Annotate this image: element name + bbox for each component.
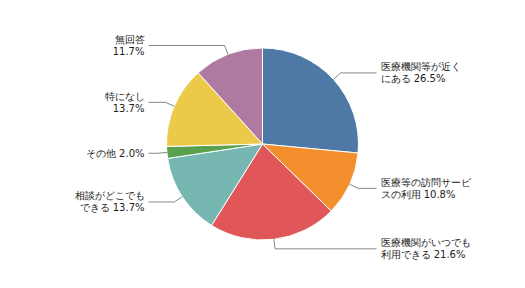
label-line: 13.7% xyxy=(113,103,145,114)
label-line: 医療等の訪問サービ xyxy=(381,177,472,188)
label-line: 11.7% xyxy=(113,46,145,57)
label-line: その他 2.0% xyxy=(86,148,145,159)
labels: 医療機関等が近くにある 26.5% 医療等の訪問サービスの利用 10.8% 医療機関… xyxy=(75,34,472,260)
label-line: 相談がどこでも xyxy=(75,190,145,201)
slice-label: 特になし13.7% xyxy=(105,91,145,114)
leader-line xyxy=(149,102,175,106)
leader-line xyxy=(334,73,377,79)
label-line: 無回答 xyxy=(115,34,145,45)
slice xyxy=(198,48,262,144)
leader-line xyxy=(149,152,167,154)
label-line: にある 26.5% xyxy=(381,73,446,84)
leader-line xyxy=(149,197,183,202)
slice-label: 無回答11.7% xyxy=(113,34,145,57)
label-line: 医療機関等が近く xyxy=(381,61,461,72)
leader-line xyxy=(149,45,229,54)
leader-line xyxy=(274,239,377,249)
plot: 医療機関等が近くにある 26.5% 医療等の訪問サービスの利用 10.8% 医療機関… xyxy=(75,34,472,260)
label-line: できる 13.7% xyxy=(80,202,145,213)
slice-label: その他 2.0% xyxy=(86,148,145,159)
label-line: 特になし xyxy=(105,91,145,102)
label-line: スの利用 10.8% xyxy=(381,189,456,200)
pie-chart: 医療機関等が近くにある 26.5% 医療等の訪問サービスの利用 10.8% 医療機関… xyxy=(0,0,525,288)
slice-label: 医療機関がいつでも利用できる 21.6% xyxy=(381,237,471,260)
leader-line xyxy=(350,184,377,188)
chart-container: 医療機関等が近くにある 26.5% 医療等の訪問サービスの利用 10.8% 医療機関… xyxy=(0,0,525,288)
slice-label: 医療機関等が近くにある 26.5% xyxy=(381,61,461,84)
slice-label: 医療等の訪問サービスの利用 10.8% xyxy=(381,177,472,200)
label-line: 利用できる 21.6% xyxy=(381,249,466,260)
label-line: 医療機関がいつでも xyxy=(381,237,471,248)
slice-label: 相談がどこでもできる 13.7% xyxy=(75,190,145,213)
slices xyxy=(166,48,358,240)
slice xyxy=(263,48,359,153)
